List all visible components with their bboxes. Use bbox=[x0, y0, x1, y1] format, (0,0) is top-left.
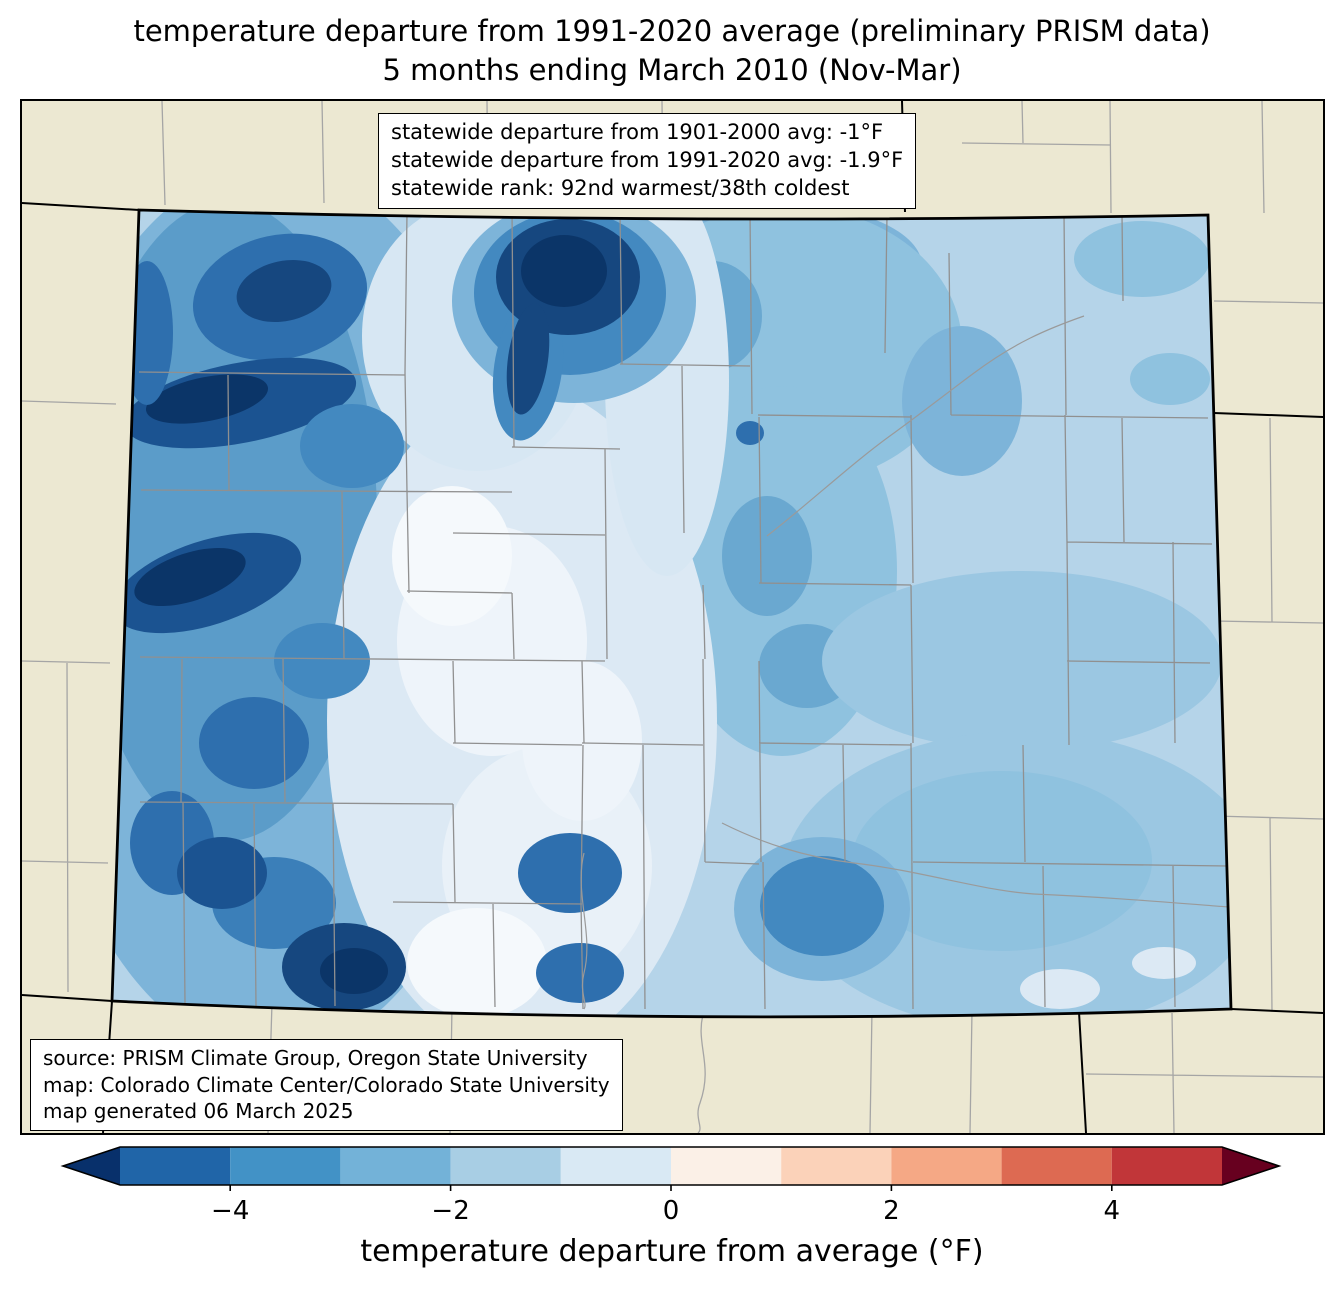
temperature-fill bbox=[112, 210, 1231, 1017]
colorbar-segment bbox=[230, 1147, 341, 1185]
river-line bbox=[697, 1010, 706, 1133]
colorbar: −4 −2 0 2 4 bbox=[0, 1141, 1344, 1233]
colorbar-over-arrow bbox=[1222, 1147, 1279, 1185]
colorbar-segment bbox=[671, 1147, 782, 1185]
colorbar-segment bbox=[781, 1147, 892, 1185]
colorbar-tick-label: 4 bbox=[1104, 1196, 1121, 1226]
colorado-state-outline bbox=[110, 208, 1233, 1019]
colorbar-tick-label: −2 bbox=[431, 1196, 469, 1226]
colorbar-segment bbox=[560, 1147, 671, 1185]
colorbar-segment bbox=[1111, 1147, 1222, 1185]
colorbar-segment bbox=[340, 1147, 451, 1185]
source-credit-box: source: PRISM Climate Group, Oregon Stat… bbox=[30, 1039, 623, 1131]
stats-line-1: statewide departure from 1901-2000 avg: … bbox=[391, 120, 884, 144]
title-line-2: 5 months ending March 2010 (Nov-Mar) bbox=[382, 52, 962, 87]
map-axes: statewide departure from 1901-2000 avg: … bbox=[20, 99, 1325, 1135]
source-line-1: source: PRISM Climate Group, Oregon Stat… bbox=[43, 1046, 588, 1070]
colorbar-tick-label: 0 bbox=[663, 1196, 680, 1226]
source-line-3: map generated 06 March 2025 bbox=[43, 1099, 354, 1124]
stats-line-3: statewide rank: 92nd warmest/38th coldes… bbox=[391, 175, 850, 200]
colorbar-tick-label: 2 bbox=[883, 1196, 900, 1226]
colorbar-axis-label: temperature departure from average (°F) bbox=[360, 1234, 984, 1269]
colorbar-segment bbox=[120, 1147, 231, 1185]
title-line-1: temperature departure from 1991-2020 ave… bbox=[133, 14, 1211, 48]
stats-line-2: statewide departure from 1991-2020 avg: … bbox=[391, 147, 904, 172]
colorbar-under-arrow bbox=[63, 1147, 120, 1185]
source-line-2: map: Colorado Climate Center/Colorado St… bbox=[43, 1072, 610, 1097]
colorbar-segment bbox=[450, 1147, 561, 1185]
colorbar-segment bbox=[1001, 1147, 1112, 1185]
colorado-map bbox=[22, 101, 1323, 1133]
statewide-stats-box: statewide departure from 1901-2000 avg: … bbox=[378, 113, 917, 209]
colorbar-svg: −4 −2 0 2 4 bbox=[60, 1146, 1282, 1226]
colorbar-outline bbox=[60, 1146, 1282, 1186]
colorado-county-lines bbox=[138, 210, 1230, 1010]
colorbar-tick-label: −4 bbox=[211, 1196, 249, 1226]
river-lines bbox=[580, 315, 1230, 1010]
colorbar-segment bbox=[891, 1147, 1002, 1185]
figure-title: temperature departure from 1991-2020 ave… bbox=[0, 12, 1344, 90]
